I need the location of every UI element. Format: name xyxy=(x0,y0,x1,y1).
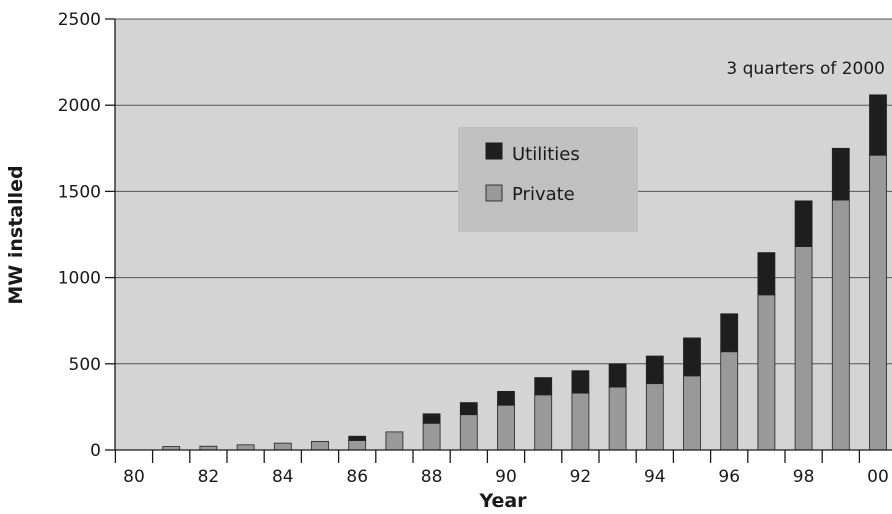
bar-private-92 xyxy=(571,392,590,451)
x-tick-label-96: 96 xyxy=(718,467,740,487)
bar-utilities-00 xyxy=(869,94,887,156)
legend-swatch-private xyxy=(485,184,503,202)
bar-private-88 xyxy=(422,422,441,451)
y-tick-labels: 0 500 1000 1500 2000 2500 xyxy=(58,10,101,461)
bar-private-00 xyxy=(869,154,887,451)
bar-utilities-91 xyxy=(534,377,553,396)
bar-utilities-92 xyxy=(571,370,590,394)
bar-utilities-99 xyxy=(831,147,850,201)
x-tick-label-92: 92 xyxy=(570,467,592,487)
legend-swatch-utilities xyxy=(485,142,503,160)
bar-private-87 xyxy=(385,431,404,451)
bar-private-86 xyxy=(348,440,367,451)
bar-utilities-90 xyxy=(497,390,515,406)
axes xyxy=(105,18,892,463)
bar-private-98 xyxy=(794,246,813,451)
x-tick-label-00: 00 xyxy=(867,467,889,487)
legend-box xyxy=(458,127,638,232)
bar-utilities-86 xyxy=(348,435,367,441)
bar-private-84 xyxy=(273,442,292,451)
bar-utilities-98 xyxy=(794,200,813,247)
plot-background xyxy=(115,19,892,450)
y-tick-label-0: 0 xyxy=(90,441,101,461)
x-tick-label-86: 86 xyxy=(346,467,368,487)
legend: Utilities Private xyxy=(458,127,638,232)
bar-private-90 xyxy=(497,404,515,451)
x-tick-label-80: 80 xyxy=(123,467,145,487)
x-tick-label-88: 88 xyxy=(421,467,443,487)
bar-private-85 xyxy=(311,440,329,451)
x-tick-labels: 80 82 84 86 88 90 92 94 96 98 00 xyxy=(123,467,889,487)
bar-private-83 xyxy=(236,444,255,451)
y-tick-label-1000: 1000 xyxy=(58,269,101,289)
legend-label-utilities: Utilities xyxy=(512,144,580,165)
y-axis-title: MW installed xyxy=(5,165,27,304)
bar-utilities-97 xyxy=(757,252,776,296)
bar-private-94 xyxy=(645,383,664,451)
bar-private-97 xyxy=(757,294,776,451)
y-tick-label-1500: 1500 xyxy=(58,182,101,202)
bar-private-91 xyxy=(534,394,553,451)
bar-utilities-94 xyxy=(645,355,664,385)
bar-private-99 xyxy=(831,199,850,451)
bar-private-95 xyxy=(683,375,701,451)
legend-label-private: Private xyxy=(512,184,575,205)
bar-utilities-89 xyxy=(459,402,478,416)
y-tick-label-500: 500 xyxy=(69,355,101,375)
x-tick-label-94: 94 xyxy=(644,467,666,487)
x-tick-label-82: 82 xyxy=(198,467,220,487)
bars xyxy=(162,94,887,451)
bar-private-96 xyxy=(720,351,739,451)
bar-private-93 xyxy=(608,386,627,451)
x-tick-label-90: 90 xyxy=(495,467,517,487)
y-tick-label-2000: 2000 xyxy=(58,96,101,116)
y-tick-label-2500: 2500 xyxy=(58,10,101,30)
bar-private-89 xyxy=(459,414,478,451)
bar-utilities-88 xyxy=(422,413,441,424)
x-tick-label-84: 84 xyxy=(272,467,294,487)
bar-utilities-95 xyxy=(683,337,701,377)
bar-utilities-93 xyxy=(608,363,627,388)
annotation-3-quarters-2000: 3 quarters of 2000 xyxy=(726,59,885,79)
bar-utilities-96 xyxy=(720,313,739,353)
x-tick-label-98: 98 xyxy=(793,467,815,487)
x-axis-title: Year xyxy=(478,490,527,512)
